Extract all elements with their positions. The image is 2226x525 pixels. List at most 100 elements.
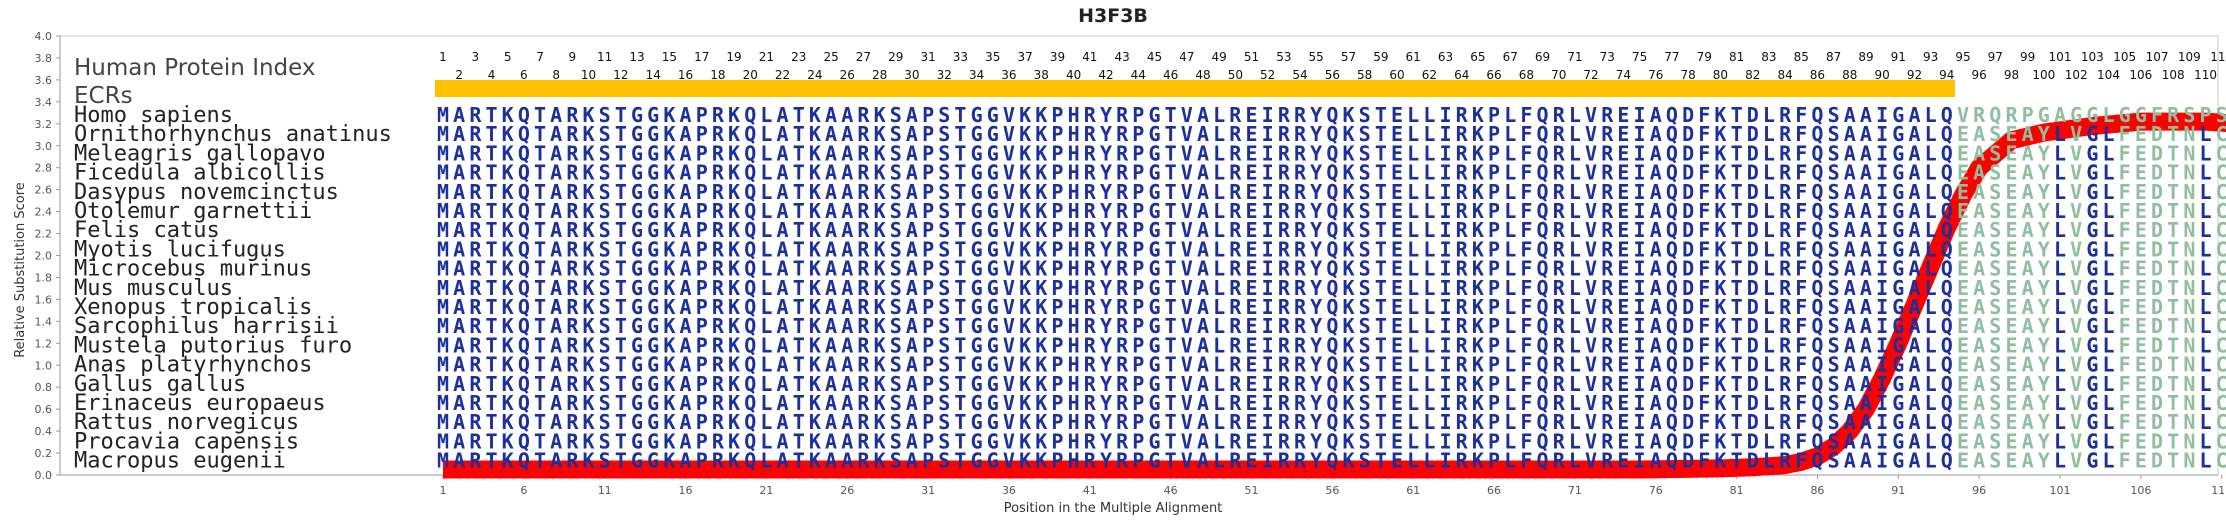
column-number: 104 <box>2097 68 2120 82</box>
residue: Q <box>1666 429 1678 453</box>
residue: I <box>1262 314 1274 338</box>
residue: I <box>1262 410 1274 434</box>
residue: A <box>825 237 837 261</box>
residue: V <box>1003 103 1015 127</box>
residue: R <box>1278 333 1291 357</box>
residue: R <box>1779 353 1792 377</box>
residue: D <box>1682 180 1694 204</box>
residue: G <box>1148 391 1160 415</box>
residue: G <box>631 237 643 261</box>
residue: I <box>1440 199 1452 223</box>
residue: T <box>615 161 627 185</box>
residue: L <box>2054 410 2066 434</box>
residue: L <box>760 333 772 357</box>
residue: A <box>777 161 789 185</box>
residue: G <box>2086 218 2098 242</box>
residue: L <box>1925 372 1937 396</box>
residue: K <box>809 237 821 261</box>
residue: A <box>1973 218 1985 242</box>
residue: S <box>938 199 950 223</box>
residue: K <box>502 449 514 473</box>
residue: I <box>1634 429 1646 453</box>
residue: T <box>1165 161 1177 185</box>
residue: G <box>1892 353 1904 377</box>
substitution-score-line <box>443 112 2226 479</box>
residue: P <box>922 429 934 453</box>
residue: S <box>1828 218 1840 242</box>
residue: D <box>2151 141 2163 165</box>
residue: L <box>1213 353 1225 377</box>
residue: A <box>1860 103 1872 127</box>
residue: R <box>857 180 870 204</box>
residue: K <box>1035 429 1047 453</box>
residue: T <box>954 276 966 300</box>
residue: K <box>583 372 595 396</box>
residue: D <box>2151 353 2163 377</box>
residue: Q <box>518 429 530 453</box>
residue: Q <box>1666 449 1678 473</box>
residue: Q <box>1326 199 1338 223</box>
residue: F <box>1795 314 1807 338</box>
residue: P <box>1051 391 1063 415</box>
residue: I <box>1440 372 1452 396</box>
residue: Q <box>1811 257 1823 281</box>
column-number: 50 <box>1228 68 1243 82</box>
residue: R <box>1116 449 1129 473</box>
residue: E <box>1957 218 1969 242</box>
residue: E <box>1957 372 1969 396</box>
residue: S <box>1989 276 2001 300</box>
column-number: 25 <box>823 50 838 64</box>
residue: S <box>890 161 902 185</box>
residue: L <box>1407 237 1419 261</box>
residue: L <box>1407 276 1419 300</box>
species-label: Gallus gallus <box>74 372 246 397</box>
residue: L <box>1504 257 1516 281</box>
residue: T <box>793 161 805 185</box>
y-tick-label: 3.0 <box>35 140 53 153</box>
residue: Q <box>1811 199 1823 223</box>
residue: Q <box>1941 314 1953 338</box>
residue: P <box>1051 314 1063 338</box>
residue: L <box>1763 141 1775 165</box>
residue: D <box>1682 295 1694 319</box>
residue: Q <box>518 449 530 473</box>
residue: V <box>1181 180 1193 204</box>
residue: T <box>615 449 627 473</box>
residue: A <box>1973 237 1985 261</box>
residue: R <box>1116 429 1129 453</box>
residue: L <box>1407 410 1419 434</box>
residue: G <box>1892 391 1904 415</box>
residue: A <box>1197 141 1209 165</box>
residue: R <box>1084 391 1097 415</box>
column-number: 34 <box>969 68 984 82</box>
residue: S <box>1828 391 1840 415</box>
residue: T <box>793 391 805 415</box>
residue: Y <box>2038 449 2050 473</box>
residue: G <box>971 295 983 319</box>
residue: Q <box>1941 391 1953 415</box>
residue: S <box>938 122 950 146</box>
residue: F <box>1520 353 1532 377</box>
column-number: 79 <box>1697 50 1712 64</box>
header-human-protein-index: Human Protein Index <box>74 55 316 81</box>
residue: A <box>1197 391 1209 415</box>
residue: R <box>1229 257 1242 281</box>
residue: L <box>1407 353 1419 377</box>
residue: G <box>971 333 983 357</box>
residue: L <box>1569 391 1581 415</box>
residue: L <box>760 103 772 127</box>
residue: I <box>1634 276 1646 300</box>
residue: A <box>2022 199 2034 223</box>
residue: S <box>599 295 611 319</box>
residue: K <box>1342 103 1354 127</box>
residue: T <box>793 218 805 242</box>
residue: A <box>1973 199 1985 223</box>
residue: L <box>1504 237 1516 261</box>
residue: A <box>1650 333 1662 357</box>
residue: K <box>1035 180 1047 204</box>
residue: Y <box>2038 199 2050 223</box>
residue: A <box>906 333 918 357</box>
residue: L <box>760 161 772 185</box>
residue: K <box>728 429 740 453</box>
residue: Q <box>1811 429 1823 453</box>
